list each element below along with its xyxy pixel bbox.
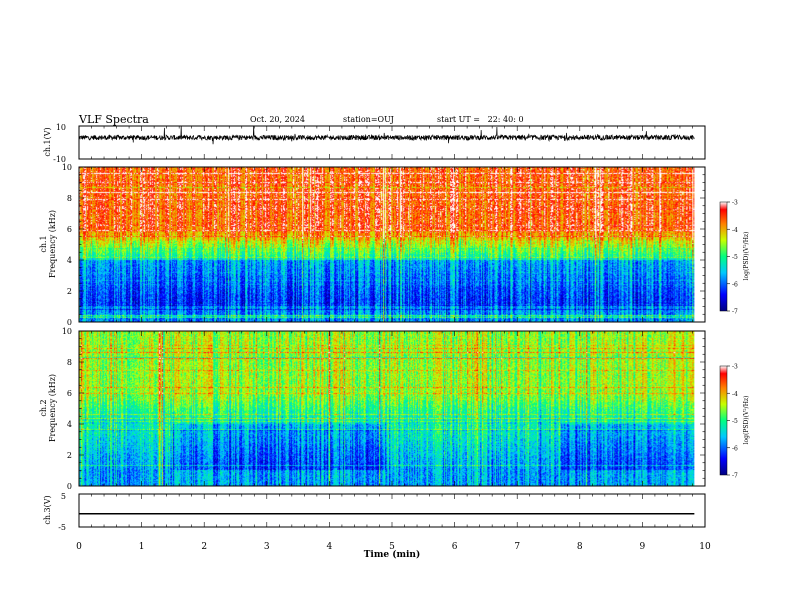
colorbar-tick-label: -3 [732,200,738,207]
frequency-tick-label: 0 [67,318,72,327]
ch2-colorbar-label: log(PSD)(V²/Hz) [743,396,750,445]
time-tick-label: 3 [264,542,270,552]
ch3-waveform-ytick-top: 5 [61,492,66,501]
time-tick-label: 0 [76,542,82,552]
panel-waveform-ch1: 10 -10 ch.1(V) [43,123,706,164]
frequency-tick-label: 8 [67,358,72,367]
ch2-spectrogram-image [79,331,695,486]
frequency-tick-label: 6 [67,389,72,398]
time-tick-label: 9 [640,542,646,552]
colorbar-tick-label: -4 [732,227,738,234]
ch1-waveform-ylabel: ch.1(V) [43,127,52,156]
ch1-waveform-ytick-bottom: -10 [53,155,66,164]
ch1-spectrogram-image [79,167,695,322]
ch1-colorbar-label: log(PSD)(V²/Hz) [743,232,750,281]
ch3-waveform-ylabel: ch.3(V) [43,495,52,524]
ch1-spectrogram-ylabel-channel: ch.1 [39,235,48,252]
time-axis-label: Time (min) [364,549,421,560]
colorbar-tick-label: -4 [732,391,738,398]
colorbar-tick-label: -7 [732,309,738,316]
frequency-tick-label: 10 [62,163,72,172]
start-time-label: start UT = 22: 40: 0 [437,115,524,124]
time-axis-tick-labels: 0 1 2 3 4 5 6 7 8 9 10 [76,542,711,552]
station-label: station=OUJ [343,115,394,124]
frequency-tick-label: 4 [67,256,72,265]
ch1-waveform-line [79,126,695,145]
ch1-colorbar-ticks: -3 -4 -5 -6 -7 [727,200,738,316]
frequency-tick-label: 2 [67,287,72,296]
time-axis-ticks [78,126,706,527]
ch1-spectrogram-ylabel-frequency: Frequency (kHz) [48,210,57,278]
ch2-spectrogram-ylabel-frequency: Frequency (kHz) [48,374,57,442]
frequency-tick-label: 4 [67,420,72,429]
frequency-tick-label: 10 [62,327,72,336]
time-tick-label: 1 [139,542,145,552]
time-tick-label: 6 [452,542,458,552]
colorbar-tick-label: -6 [732,445,738,452]
panel-waveform-ch3: 5 -5 ch.3(V) [43,492,706,532]
ch2-colorbar [719,365,728,476]
time-tick-label: 4 [327,542,333,552]
colorbar-tick-label: -7 [732,473,738,480]
ch2-spectrogram-yticks: 0 2 4 6 8 10 [62,327,705,491]
frequency-tick-label: 8 [67,194,72,203]
time-tick-label: 10 [699,542,711,552]
colorbar-tick-label: -5 [732,418,738,425]
ch2-colorbar-ticks: -3 -4 -5 -6 -7 [727,364,738,480]
ch2-spectrogram-ylabel-channel: ch.2 [39,399,48,416]
ch3-waveform-ytick-bottom: -5 [58,523,66,532]
time-tick-label: 2 [201,542,207,552]
time-tick-label: 7 [514,542,520,552]
date-label: Oct. 20, 2024 [250,115,305,124]
time-tick-label: 8 [577,542,583,552]
frequency-tick-label: 0 [67,482,72,491]
colorbar-tick-label: -3 [732,364,738,371]
ch1-spectrogram-yticks: 0 2 4 6 8 10 [62,163,705,327]
ch1-waveform-ytick-top: 10 [56,123,66,132]
figure-title: VLF Spectra [79,113,149,126]
colorbar-tick-label: -6 [732,281,738,288]
frequency-tick-label: 6 [67,225,72,234]
time-tick-label: 5 [389,542,395,552]
frequency-tick-label: 2 [67,451,72,460]
ch1-colorbar [719,201,728,312]
colorbar-tick-label: -5 [732,254,738,261]
